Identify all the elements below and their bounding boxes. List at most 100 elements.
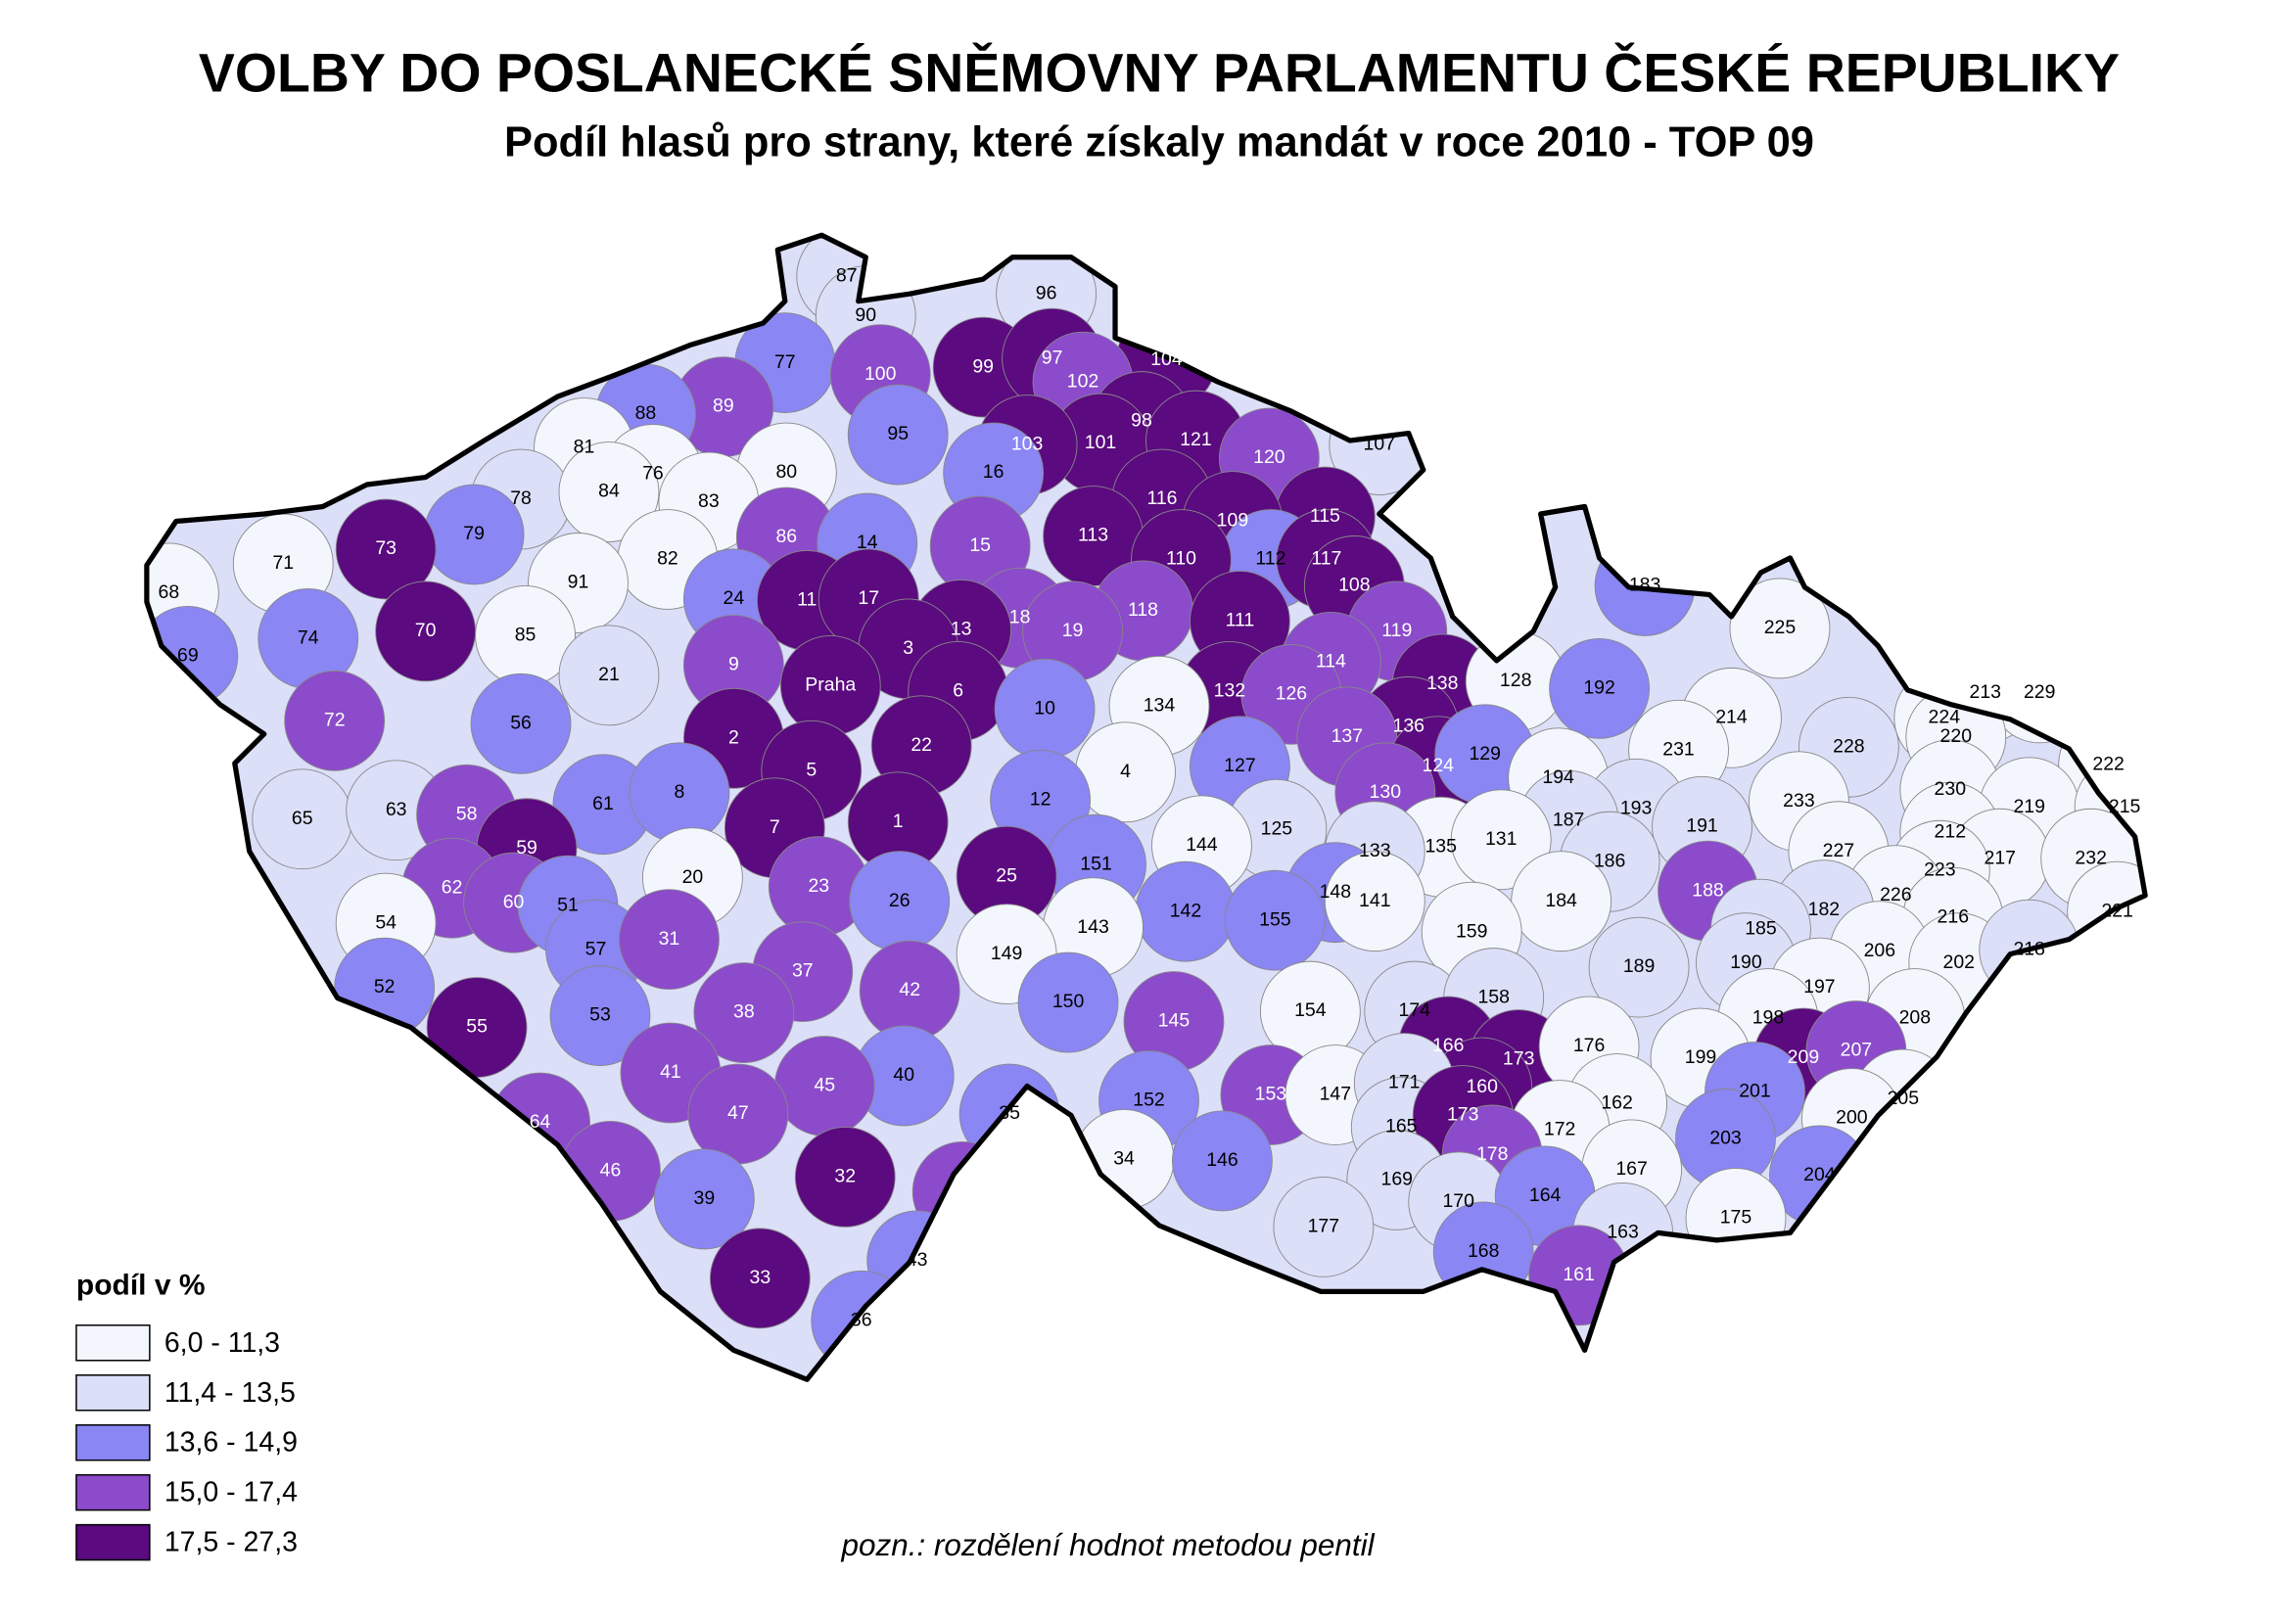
map-title: VOLBY DO POSLANECKÉ SNĚMOVNY PARLAMENTU … (199, 42, 2120, 103)
district-label: 152 (1133, 1090, 1164, 1111)
district-label: 213 (1970, 681, 2001, 703)
district-label: 138 (1426, 673, 1458, 694)
district-label: 124 (1423, 755, 1455, 776)
district-label: 24 (724, 587, 745, 609)
district-label: 115 (1310, 505, 1340, 527)
district-label: 100 (864, 363, 897, 385)
district-label: 189 (1623, 955, 1655, 977)
district-label: 145 (1158, 1010, 1191, 1032)
district (619, 889, 720, 991)
district-label: 208 (1899, 1007, 1931, 1029)
legend-swatch (75, 1374, 151, 1412)
district (847, 384, 949, 486)
district-label: 137 (1331, 725, 1363, 747)
district-label: 7 (770, 816, 780, 838)
district-label: 26 (889, 890, 911, 911)
district-label: 82 (657, 548, 678, 570)
district-label: 68 (159, 581, 180, 603)
district-label: 47 (727, 1102, 749, 1124)
district (1172, 1110, 1273, 1212)
district-label: 12 (1030, 788, 1051, 810)
district-label: 141 (1359, 890, 1390, 911)
district-label: 52 (374, 976, 396, 998)
district-label: 231 (1662, 738, 1694, 760)
district-label: 69 (177, 645, 199, 667)
district-label: 177 (1308, 1216, 1339, 1237)
district-label: 32 (834, 1166, 856, 1187)
district-label: 220 (1940, 725, 1973, 747)
district-label: 88 (635, 402, 657, 424)
district (470, 673, 572, 774)
district (558, 625, 660, 726)
district-label: 173 (1503, 1048, 1534, 1070)
district-label: 111 (1226, 610, 1255, 631)
district-label: 225 (1764, 617, 1797, 638)
district-label: 147 (1320, 1084, 1351, 1105)
district-label: 112 (1255, 548, 1285, 570)
country-border (144, 232, 2148, 1382)
district-label: 113 (1078, 525, 1108, 546)
district-label: 201 (1739, 1081, 1770, 1102)
district-label: 10 (1034, 697, 1055, 719)
district-label: 84 (598, 481, 620, 502)
district-label: 99 (972, 355, 994, 377)
district-label: 173 (1447, 1104, 1478, 1126)
district-label: 131 (1485, 828, 1517, 850)
district-label: 212 (1935, 820, 1966, 842)
district-label: 1 (893, 811, 904, 832)
district-label: 184 (1545, 890, 1577, 911)
district-label: 223 (1924, 858, 1955, 880)
district-label: 72 (324, 709, 346, 730)
district-label: 18 (1009, 607, 1031, 628)
district-label: 164 (1529, 1184, 1562, 1206)
district-label: 70 (415, 620, 437, 641)
district-label: 60 (503, 891, 525, 912)
legend-label: 17,5 - 27,3 (164, 1527, 298, 1558)
legend-swatch (75, 1324, 151, 1362)
district-label: 42 (899, 979, 920, 1000)
district-label: 110 (1166, 548, 1196, 570)
district-label: 153 (1255, 1084, 1286, 1105)
district (693, 962, 795, 1063)
district-label: 108 (1338, 575, 1370, 596)
district-label: 14 (857, 532, 878, 553)
district-label: 79 (463, 523, 485, 544)
district-label: 15 (969, 534, 991, 556)
district (284, 670, 386, 771)
district-label: 19 (1062, 620, 1084, 641)
district-label: 55 (466, 1016, 488, 1038)
district-label: 228 (1833, 735, 1864, 757)
district-label: 8 (674, 781, 684, 803)
district-label: 160 (1466, 1076, 1498, 1097)
district (549, 965, 651, 1066)
district-label: 39 (694, 1187, 716, 1209)
district-label: 6 (953, 679, 963, 701)
district-label: 120 (1253, 446, 1285, 468)
legend-swatch (75, 1523, 151, 1561)
district-label: 51 (557, 894, 579, 915)
district-label: 205 (1888, 1088, 1920, 1109)
district-label: 3 (903, 637, 913, 659)
legend-title: podíl v % (76, 1269, 206, 1301)
district-label: 172 (1544, 1119, 1575, 1140)
district-label: 107 (1364, 434, 1395, 455)
district (558, 441, 660, 542)
district-label: 199 (1685, 1046, 1716, 1068)
district-label: 203 (1709, 1128, 1741, 1149)
district-label: 9 (728, 654, 739, 675)
district-label: 95 (887, 423, 909, 444)
district-label: 159 (1456, 920, 1487, 942)
district-label: 86 (775, 526, 797, 547)
district-label: 166 (1432, 1035, 1464, 1056)
district-label: 130 (1370, 781, 1402, 803)
district-label: 148 (1320, 881, 1351, 903)
district-label: 80 (775, 461, 797, 483)
district-label: 197 (1803, 976, 1835, 998)
district-label: 91 (568, 572, 589, 593)
district-label: 178 (1476, 1143, 1508, 1165)
district-label: 193 (1620, 797, 1652, 818)
district-label: 21 (598, 664, 620, 685)
note: pozn.: rozdělení hodnot metodou pentil (840, 1528, 1375, 1562)
